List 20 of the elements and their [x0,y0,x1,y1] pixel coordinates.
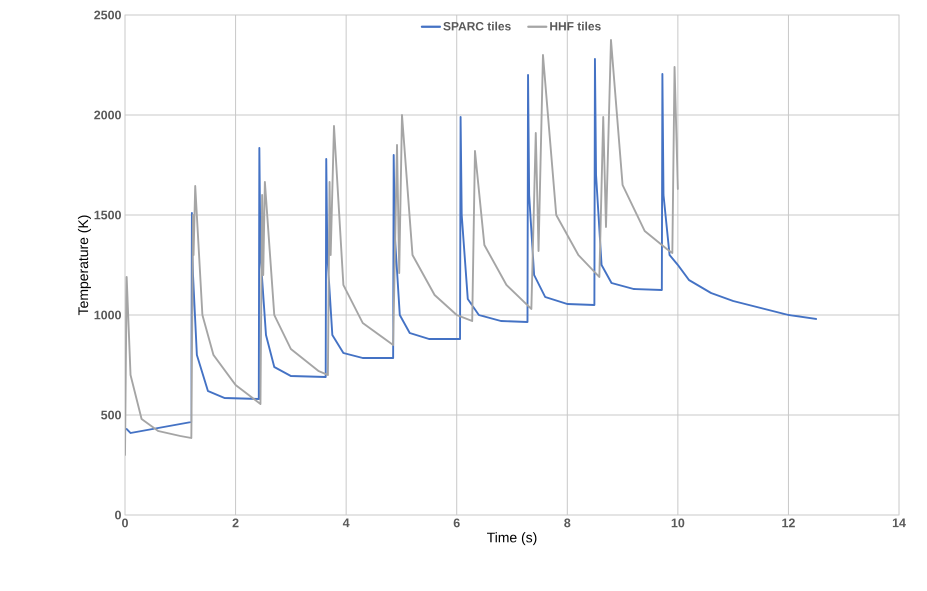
x-tick-label: 4 [342,518,350,528]
y-axis-title: Temperature (K) [78,215,91,316]
x-tick-label: 12 [782,518,795,528]
x-tick-label: 8 [564,518,570,528]
legend-label: SPARC tiles [443,22,511,30]
y-tick-label: 0 [115,510,121,520]
y-tick-label: 2500 [94,10,121,20]
x-tick-label: 0 [122,518,128,528]
x-tick-label: 10 [672,518,684,528]
y-tick-label: 1500 [94,210,121,220]
x-tick-label: 14 [892,518,906,528]
x-tick-label: 6 [454,518,460,528]
line-series [125,39,679,456]
line-series [126,58,818,434]
legend-label: HHF tiles [550,22,601,30]
y-tick-label: 1000 [94,310,121,320]
y-tick-label: 500 [101,410,121,420]
x-tick-label: 2 [232,518,239,528]
y-tick-label: 2000 [94,110,121,120]
x-axis-title: Time (s) [487,532,536,546]
